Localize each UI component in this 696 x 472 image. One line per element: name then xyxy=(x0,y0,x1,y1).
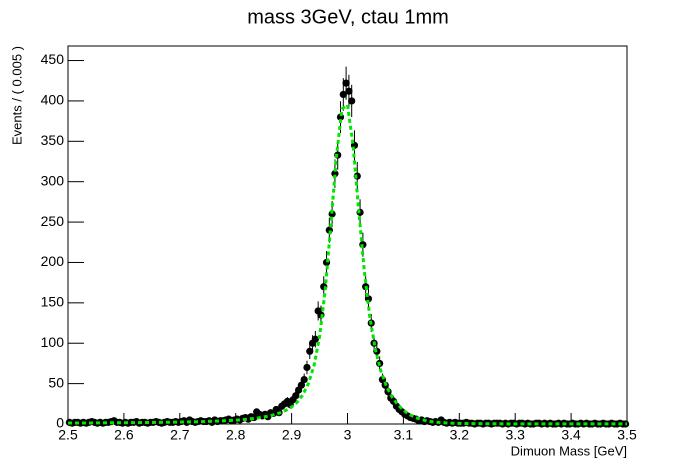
data-point xyxy=(328,210,336,218)
data-point xyxy=(303,363,311,372)
x-tick-label: 3.2 xyxy=(450,427,470,443)
y-tick-label: 100 xyxy=(41,334,65,350)
x-tick-label: 3.4 xyxy=(561,427,581,443)
y-tick-label: 350 xyxy=(41,132,65,148)
x-tick-label: 2.8 xyxy=(226,427,246,443)
y-tick-label: 450 xyxy=(41,51,65,67)
x-tick-label: 2.7 xyxy=(170,427,190,443)
y-tick-label: 200 xyxy=(41,253,65,269)
x-tick-label: 3.5 xyxy=(617,427,637,443)
x-tick-label: 2.6 xyxy=(114,427,134,443)
x-axis-label: Dimuon Mass [GeV] xyxy=(511,443,627,458)
y-tick-label: 300 xyxy=(41,172,65,188)
chart-title: mass 3GeV, ctau 1mm xyxy=(247,6,449,28)
data-point xyxy=(339,90,347,99)
x-tick-label: 2.5 xyxy=(58,427,78,443)
y-tick-label: 50 xyxy=(48,374,64,390)
x-tick-label: 3.3 xyxy=(505,427,525,443)
data-point xyxy=(297,381,305,389)
y-tick-label: 0 xyxy=(56,415,64,431)
x-tick-label: 3.1 xyxy=(394,427,414,443)
data-point xyxy=(342,79,350,87)
data-point xyxy=(306,347,314,355)
data-point xyxy=(331,170,339,178)
data-point xyxy=(348,97,356,105)
y-tick-label: 400 xyxy=(41,92,65,108)
data-point xyxy=(345,87,353,95)
y-axis-label: Events / ( 0.005 ) xyxy=(9,46,24,145)
x-tick-label: 2.9 xyxy=(282,427,302,443)
data-point xyxy=(311,335,319,343)
x-tick-label: 3 xyxy=(344,427,352,443)
y-tick-label: 150 xyxy=(41,294,65,310)
data-point xyxy=(292,392,300,400)
y-tick-label: 250 xyxy=(41,213,65,229)
fit-curve xyxy=(68,102,627,426)
data-point xyxy=(300,375,308,384)
